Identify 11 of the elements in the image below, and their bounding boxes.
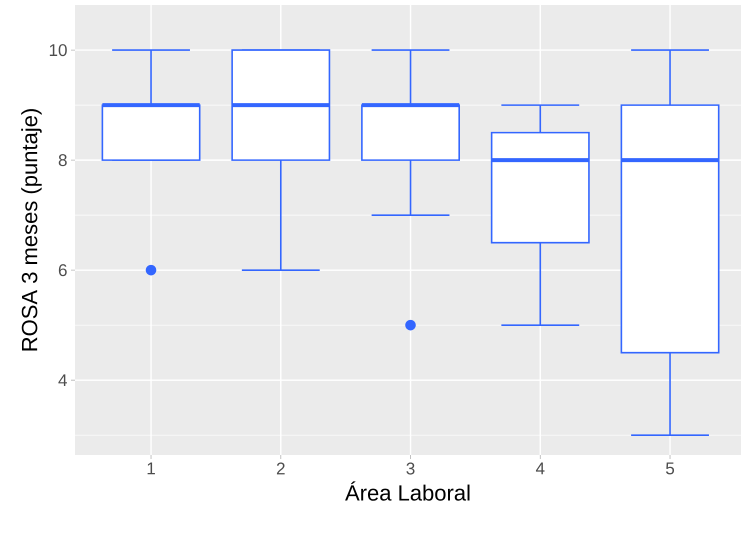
y-tick-label: 6: [58, 264, 67, 276]
x-tick-label: 5: [666, 462, 674, 474]
y-tick-label: 10: [50, 44, 67, 56]
x-tick-label: 1: [148, 462, 155, 474]
x-tick-label: 2: [276, 462, 285, 474]
y-tick-label: 4: [58, 374, 67, 386]
y-tick-label: 8: [58, 154, 67, 166]
x-tick-label: 3: [406, 462, 415, 475]
y-axis-title: ROSA 3 meses (puntaje): [21, 109, 42, 350]
x-tick-label: 4: [536, 462, 545, 474]
x-axis-title: Área Laboral: [345, 481, 470, 501]
